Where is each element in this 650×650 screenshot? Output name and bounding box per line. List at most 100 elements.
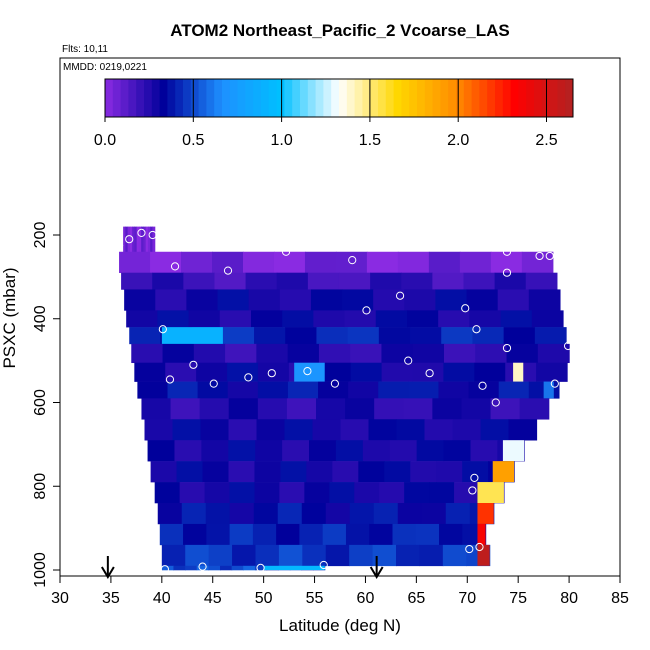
heatmap-cell — [126, 310, 158, 328]
heatmap-cell — [536, 362, 568, 382]
heatmap-cell — [214, 272, 247, 290]
colorbar-segment — [120, 79, 129, 117]
heatmap-cell — [369, 523, 394, 546]
heatmap-cell — [472, 327, 505, 345]
heatmap-cell — [459, 251, 492, 273]
heatmap-cell — [444, 343, 476, 364]
heatmap-hotspot — [492, 461, 515, 483]
heatmap-cell — [134, 226, 138, 253]
heatmap-cell — [229, 523, 254, 546]
heatmap-cell — [212, 251, 244, 273]
heatmap-cell — [219, 310, 252, 328]
heatmap-cell — [282, 440, 310, 462]
heatmap-cell — [525, 272, 558, 290]
heatmap-hotspot — [477, 503, 494, 524]
heatmap-cell — [161, 544, 186, 567]
colorbar-segment — [222, 79, 231, 117]
heatmap-cell — [445, 503, 471, 525]
heatmap-cells — [119, 226, 570, 571]
heatmap-cell — [179, 482, 206, 504]
latitude-arrow-head — [369, 566, 384, 579]
heatmap-cell — [141, 226, 145, 253]
colorbar-segment — [315, 79, 324, 117]
colorbar-segment — [284, 79, 293, 117]
observation-point — [425, 369, 434, 378]
colorbar-segment — [268, 79, 278, 117]
heatmap-cell — [403, 398, 433, 420]
heatmap-hotspot — [477, 482, 504, 503]
heatmap-cell — [183, 523, 207, 546]
heatmap-cell — [419, 544, 444, 567]
observation-point — [362, 306, 371, 315]
colorbar-segment — [549, 79, 558, 117]
heatmap-cell — [503, 327, 536, 345]
colorbar-segment — [495, 79, 504, 117]
heatmap-cell — [257, 381, 289, 399]
latitude-arrow-head — [100, 566, 115, 579]
heatmap-cell — [196, 565, 209, 571]
heatmap-cell — [276, 272, 309, 290]
heatmap-cell — [206, 523, 231, 546]
heatmap-cell — [286, 398, 317, 420]
observation-point — [160, 565, 169, 574]
x-tick-label: 75 — [509, 590, 527, 607]
colorbar-tick-label: 0.5 — [182, 132, 204, 149]
y-tick-label: 800 — [32, 473, 49, 500]
heatmap-cell — [124, 289, 156, 311]
heatmap-cell — [245, 272, 278, 290]
observation-point — [472, 325, 481, 334]
heatmap-cell — [197, 381, 229, 399]
heatmap-cell — [500, 310, 533, 328]
heatmap-cell — [155, 289, 187, 311]
flights-annotation: Flts: 10,11 — [62, 44, 108, 55]
colorbar-segment — [346, 79, 356, 117]
heatmap-cell — [368, 419, 398, 441]
chart-title: ATOM2 Northeast_Pacific_2 Vcoarse_LAS — [170, 21, 510, 40]
heatmap-cell — [144, 419, 174, 441]
observation-point — [170, 262, 180, 271]
colorbar-tick-label: 2.5 — [535, 132, 557, 149]
colorbar-segment — [510, 79, 519, 117]
heatmap-cell — [410, 327, 442, 345]
heatmap-cell — [531, 310, 564, 328]
colorbar-segment — [331, 79, 340, 117]
heatmap-cell — [301, 503, 327, 525]
colorbar-segment — [487, 79, 496, 117]
heatmap-cell — [415, 523, 440, 546]
heatmap-cell — [231, 565, 244, 571]
heatmap-cell — [229, 503, 255, 525]
heatmap-cell — [253, 503, 279, 525]
heatmap-hotspot — [161, 327, 223, 344]
heatmap-cell — [438, 381, 470, 399]
y-tick-label: 400 — [32, 305, 49, 332]
x-tick-label: 85 — [611, 590, 629, 607]
heatmap-cell — [137, 381, 169, 399]
heatmap-cell — [375, 310, 408, 328]
colorbar-segment — [159, 79, 168, 117]
colorbar-tick-label: 2.0 — [447, 132, 469, 149]
heatmap-cell — [443, 362, 475, 382]
heatmap-cell — [208, 544, 233, 567]
colorbar-segment — [440, 79, 449, 117]
heatmap-cell — [519, 398, 550, 420]
heatmap-cell — [490, 251, 523, 273]
heatmap-cell — [138, 226, 142, 253]
observation-point — [404, 356, 413, 365]
heatmap-cell — [165, 362, 197, 382]
heatmap-cell — [225, 343, 257, 364]
heatmap-cell — [243, 565, 256, 571]
heatmap-cell — [121, 272, 153, 290]
heatmap-cell — [310, 289, 343, 311]
heatmap-cell — [404, 482, 430, 504]
x-axis-label: Latitude (deg N) — [279, 616, 401, 635]
heatmap-cell — [406, 310, 439, 328]
colorbar-segment — [463, 79, 473, 117]
heatmap-cell — [255, 544, 280, 567]
heatmap-cell — [222, 327, 255, 345]
heatmap-cell — [490, 398, 521, 420]
observation-point — [319, 560, 328, 570]
y-tick-label: 600 — [32, 389, 49, 416]
colorbar-segment — [339, 79, 348, 117]
observation-point — [158, 325, 167, 334]
heatmap-cell — [416, 440, 445, 462]
